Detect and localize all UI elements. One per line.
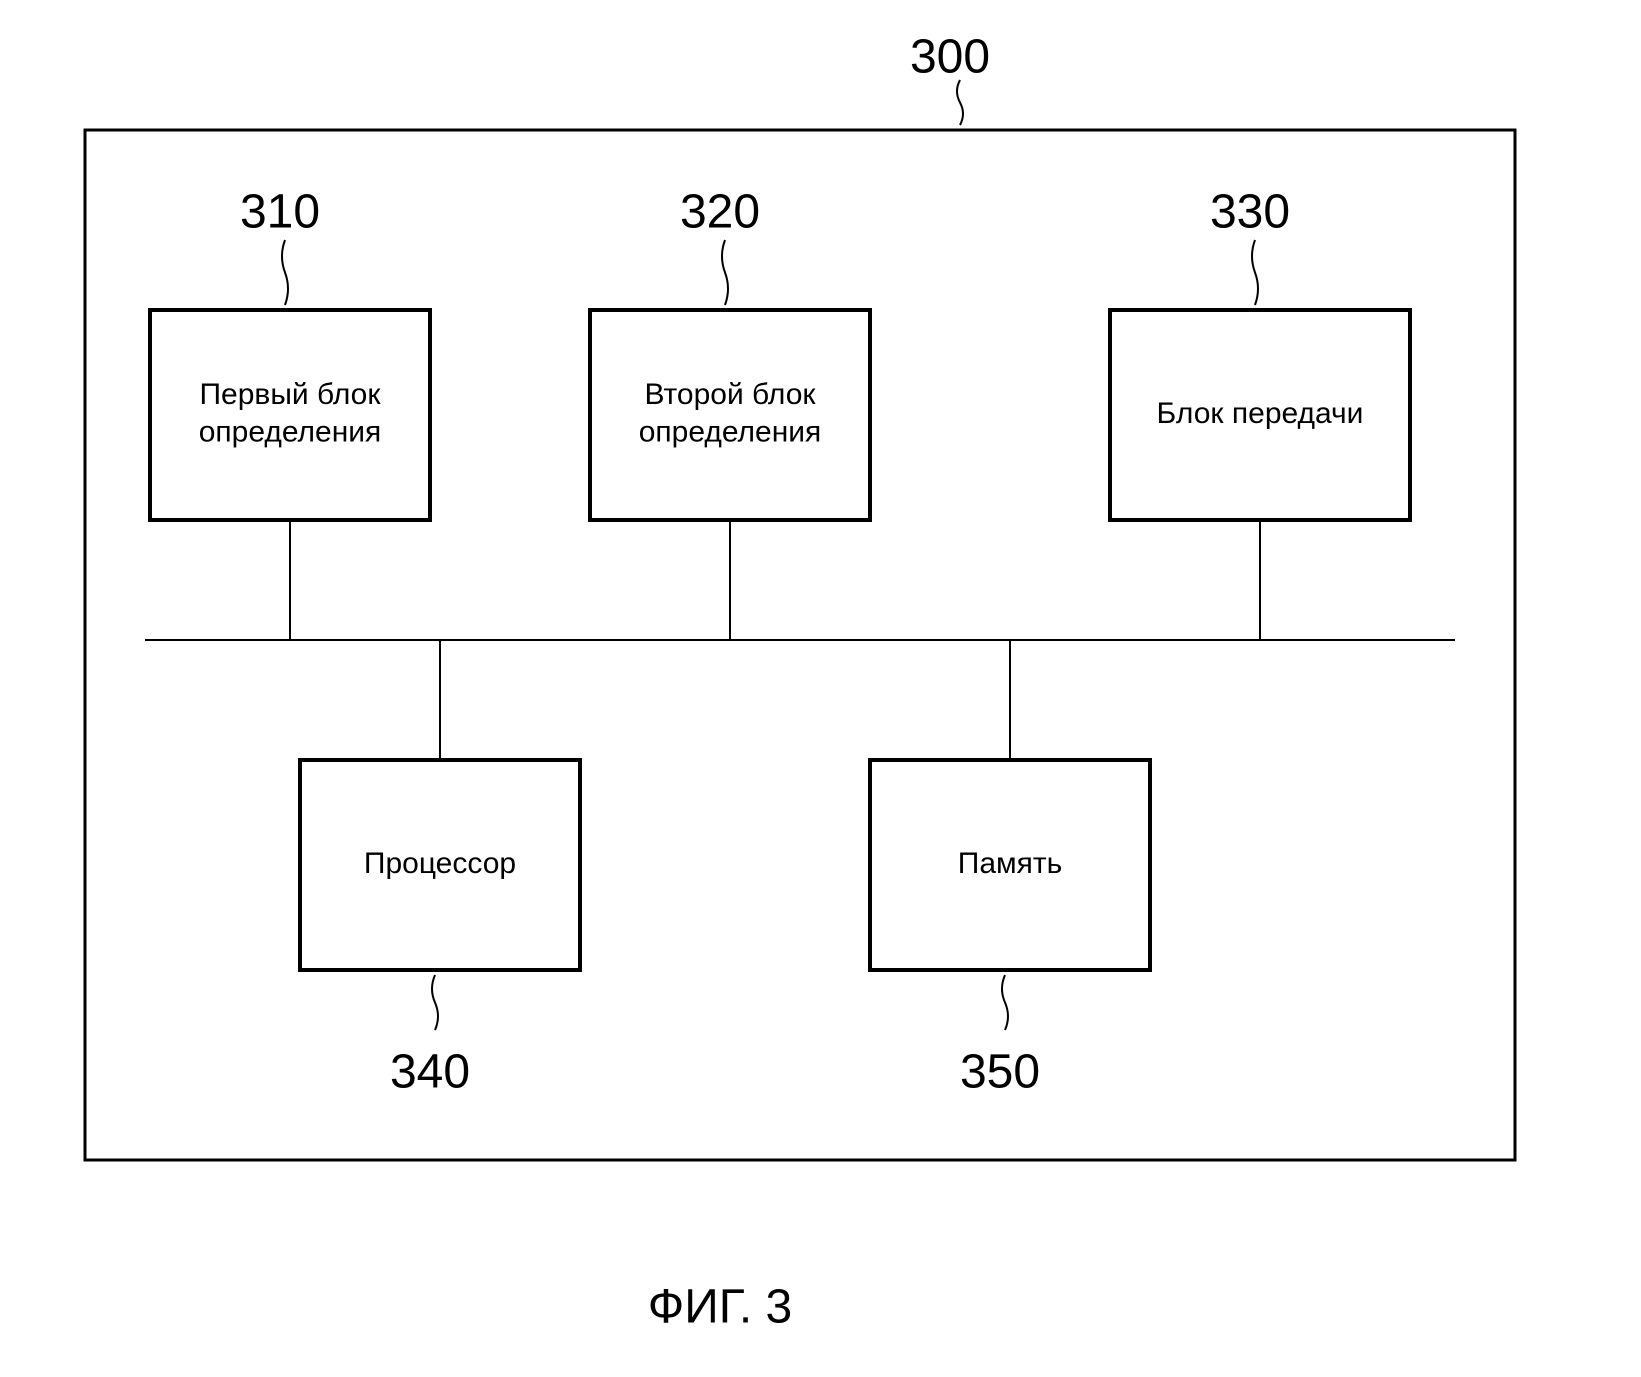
block-340-ref-label: 340 [390,1046,470,1099]
block-320-text-1: определения [639,416,822,449]
figure-caption: ФИГ. 3 [648,1281,793,1334]
block-diagram: 300 Первый блок определения 310 Второй блок о… [0,0,1641,1377]
block-320-ref-label: 320 [680,186,760,239]
block-330-ref-label: 330 [1210,186,1290,239]
block-310-ref-label: 310 [240,186,320,239]
block-350-text-0: Память [958,847,1063,880]
block-310-text-0: Первый блок [199,378,381,411]
block-350-ref-label: 350 [960,1046,1040,1099]
block-340-text-0: Процессор [364,847,516,880]
block-310-text-1: определения [199,416,382,449]
block-330-text-0: Блок передачи [1157,397,1364,430]
outer-box-label: 300 [910,31,990,84]
block-320-text-0: Второй блок [644,378,816,411]
